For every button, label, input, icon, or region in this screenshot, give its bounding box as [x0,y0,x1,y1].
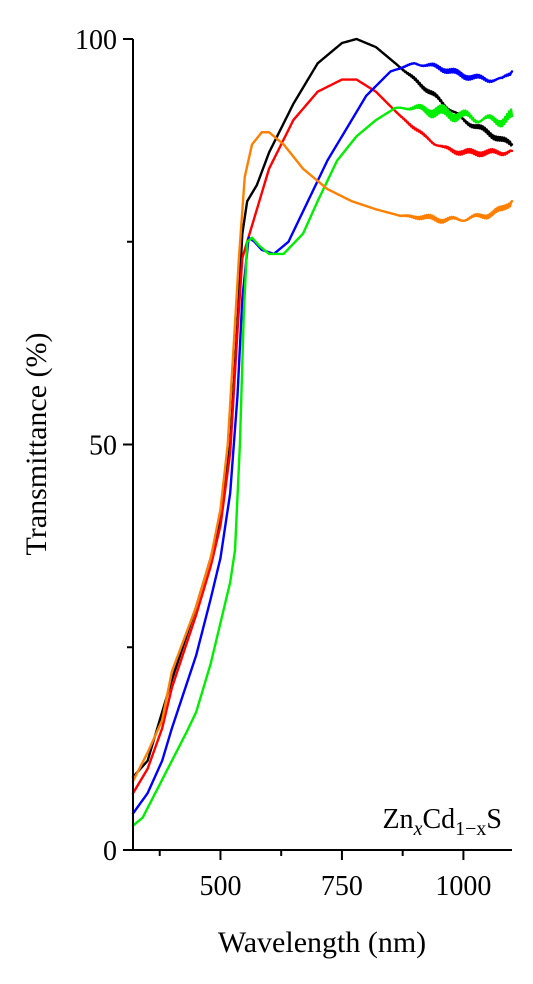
annotation-end: S [486,804,502,835]
y-tick-label: 100 [75,25,117,56]
x-tick-label: 750 [321,871,363,902]
x-tick-label: 1000 [435,871,491,902]
x-axis-label: Wavelength (nm) [218,926,426,959]
series-layer [131,37,514,827]
annotation-mid: Cd [422,804,455,835]
y-tick-label: 0 [103,836,117,867]
series-line-5 [131,131,514,783]
series-line-3 [131,62,514,815]
compound-annotation: ZnxCd1−xS [382,804,502,840]
y-tick-label: 50 [89,431,117,462]
y-axis-label: Transmittance (%) [20,332,53,555]
axes-layer [132,39,512,851]
series-line-2 [131,78,514,795]
ticks-layer: 0 50 100 500 750 1000 [75,25,491,902]
series-line-1 [131,37,514,779]
annotation-sub-x: x [413,818,423,840]
x-tick-label: 500 [199,871,241,902]
series-line-4 [131,103,514,827]
annotation-base: Zn [382,804,413,835]
annotation-sub-1-x: 1−x [455,818,486,840]
